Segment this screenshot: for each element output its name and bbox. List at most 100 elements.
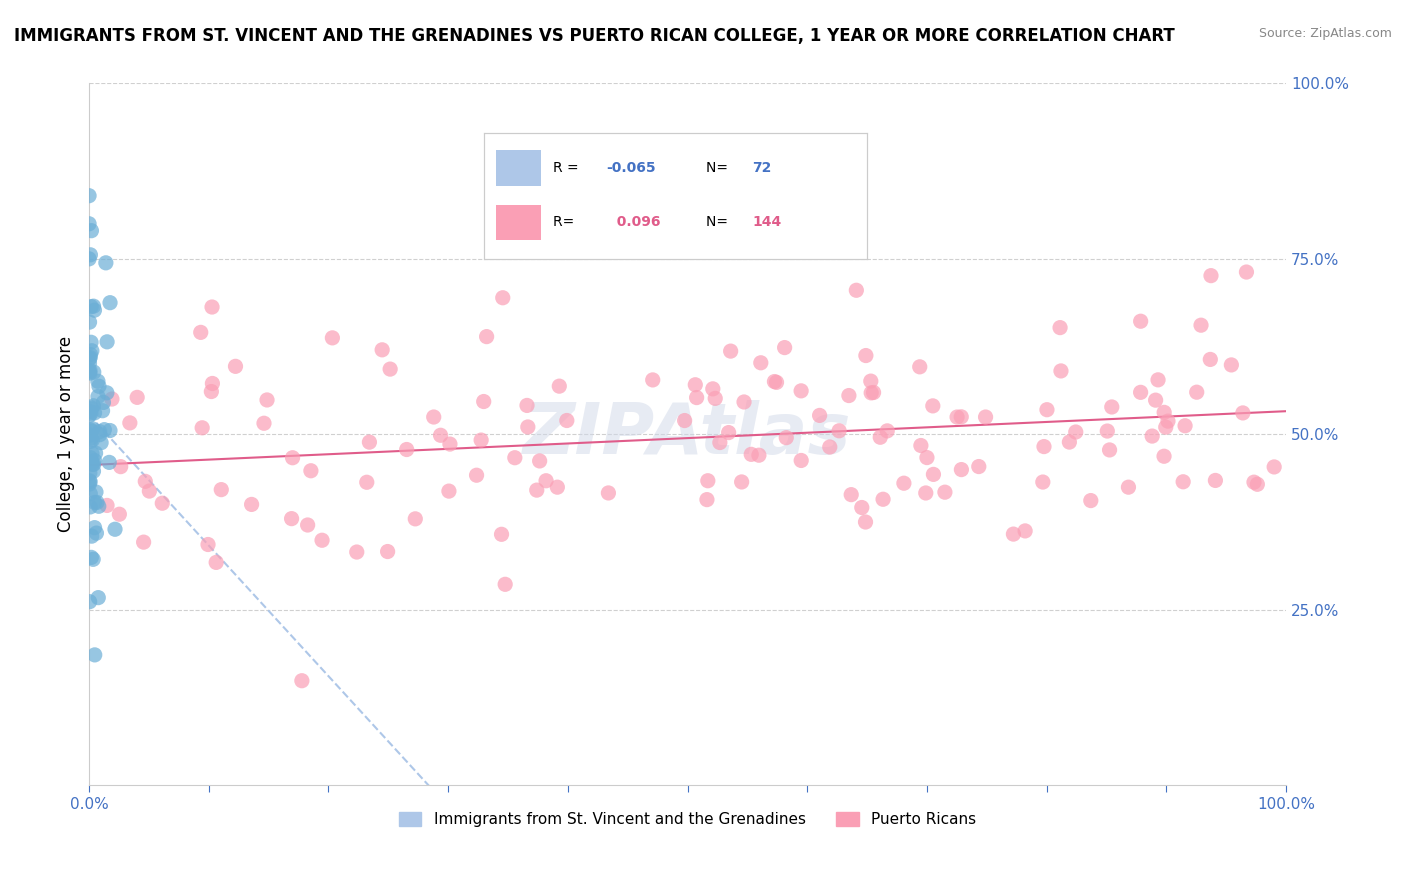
Point — [429, 428, 451, 442]
Point — [256, 392, 278, 407]
Point — [709, 435, 731, 450]
Point — [1129, 385, 1152, 400]
Point — [87, 379, 110, 393]
Point — [555, 413, 578, 427]
Point — [915, 450, 938, 465]
Point — [1036, 402, 1059, 417]
Point — [1080, 493, 1102, 508]
Point — [1129, 314, 1152, 328]
Point — [790, 453, 813, 467]
Point — [80, 300, 103, 314]
Point — [748, 448, 770, 462]
Point — [89, 425, 111, 439]
Point — [80, 424, 103, 438]
Point — [132, 535, 155, 549]
Point — [377, 544, 399, 558]
Point — [922, 467, 945, 482]
Point — [1064, 425, 1087, 439]
Point — [359, 435, 381, 450]
Point — [371, 343, 394, 357]
Point — [79, 356, 101, 370]
Point — [790, 384, 813, 398]
Point — [696, 492, 718, 507]
Point — [321, 331, 343, 345]
Point — [967, 459, 990, 474]
Point — [80, 406, 103, 420]
Point — [101, 392, 124, 406]
Point — [839, 488, 862, 502]
Text: ZIPAtlas: ZIPAtlas — [523, 400, 852, 469]
Point — [395, 442, 418, 457]
Point — [83, 365, 105, 379]
Point — [83, 406, 105, 420]
Point — [77, 188, 100, 202]
Point — [1098, 442, 1121, 457]
Point — [475, 329, 498, 343]
Point — [1232, 406, 1254, 420]
Point — [818, 440, 841, 454]
Point — [80, 335, 103, 350]
Point — [191, 421, 214, 435]
Point — [1050, 364, 1073, 378]
Point — [828, 424, 851, 438]
Point — [437, 484, 460, 499]
Point — [749, 356, 772, 370]
Point — [704, 392, 727, 406]
Point — [79, 486, 101, 500]
Point — [79, 363, 101, 377]
Point — [1199, 268, 1222, 283]
Point — [138, 484, 160, 499]
Point — [1173, 475, 1195, 489]
Point — [93, 395, 115, 409]
Point — [516, 420, 538, 434]
Point — [921, 399, 943, 413]
Point — [526, 483, 548, 497]
Point — [838, 388, 860, 402]
Point — [740, 447, 762, 461]
Point — [291, 673, 314, 688]
Point — [851, 500, 873, 515]
Point — [77, 217, 100, 231]
Point — [82, 433, 104, 447]
Point — [84, 485, 107, 500]
Point — [950, 462, 973, 476]
Point — [1147, 373, 1170, 387]
Point — [201, 376, 224, 391]
Point — [79, 248, 101, 262]
Point — [134, 475, 156, 489]
Point — [503, 450, 526, 465]
Point — [765, 376, 787, 390]
Point — [200, 384, 222, 399]
Point — [197, 537, 219, 551]
Point — [1263, 459, 1285, 474]
Point — [79, 466, 101, 480]
Point — [492, 291, 515, 305]
Point — [1014, 524, 1036, 538]
Point — [1157, 414, 1180, 428]
Point — [1154, 420, 1177, 434]
Point — [83, 521, 105, 535]
Point — [548, 379, 571, 393]
Point — [82, 552, 104, 566]
Point — [201, 300, 224, 314]
Point — [763, 375, 786, 389]
Point — [280, 511, 302, 525]
Point — [80, 447, 103, 461]
Point — [439, 437, 461, 451]
Point — [80, 456, 103, 470]
Point — [1153, 449, 1175, 463]
Point — [950, 409, 973, 424]
Point — [696, 474, 718, 488]
Point — [82, 464, 104, 478]
Point — [910, 438, 932, 452]
Point — [104, 522, 127, 536]
Point — [1220, 358, 1243, 372]
Legend: Immigrants from St. Vincent and the Grenadines, Puerto Ricans: Immigrants from St. Vincent and the Gren… — [392, 806, 983, 834]
Point — [685, 391, 707, 405]
Point — [83, 299, 105, 313]
Point — [946, 410, 969, 425]
Point — [859, 374, 882, 388]
Point — [1144, 393, 1167, 408]
Point — [86, 495, 108, 509]
Point — [93, 423, 115, 437]
